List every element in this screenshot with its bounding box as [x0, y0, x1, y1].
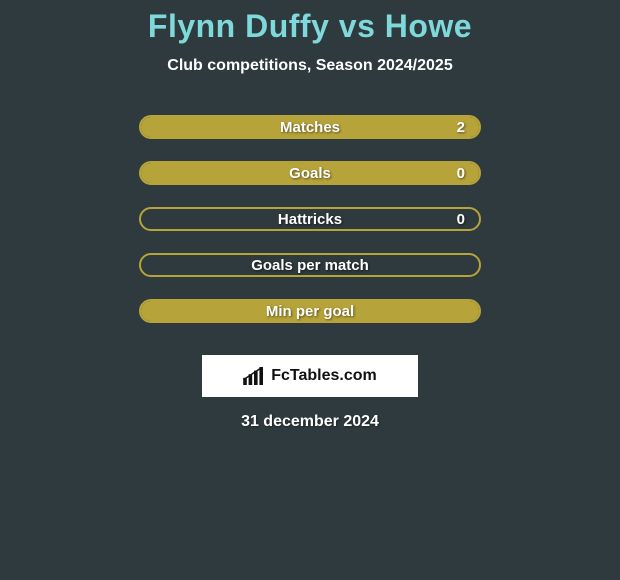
stat-row: Hattricks 0 [139, 207, 481, 231]
stat-value: 0 [457, 165, 465, 182]
stat-bar: Min per goal [139, 299, 481, 323]
stat-value: 2 [457, 119, 465, 136]
footer-date: 31 december 2024 [241, 413, 379, 431]
stat-row: Goals per match [139, 253, 481, 277]
stat-label: Matches [280, 119, 340, 136]
stats-container: Matches 2 Goals 0 Hattricks 0 Goals per match M… [139, 115, 481, 345]
page-subtitle: Club competitions, Season 2024/2025 [167, 57, 452, 75]
fctables-icon [243, 367, 265, 385]
stat-label: Goals per match [251, 257, 369, 274]
logo-box[interactable]: FcTables.com [202, 355, 418, 397]
logo-text: FcTables.com [271, 367, 377, 385]
stat-row: Goals 0 [139, 161, 481, 185]
stat-bar: Matches 2 [139, 115, 481, 139]
stat-value: 0 [457, 211, 465, 228]
stat-row: Matches 2 [139, 115, 481, 139]
stat-label: Min per goal [266, 303, 354, 320]
stat-bar: Goals 0 [139, 161, 481, 185]
stat-label: Goals [289, 165, 331, 182]
stat-row: Min per goal [139, 299, 481, 323]
stat-bar: Hattricks 0 [139, 207, 481, 231]
stat-label: Hattricks [278, 211, 342, 228]
page-title: Flynn Duffy vs Howe [148, 8, 472, 45]
stat-bar: Goals per match [139, 253, 481, 277]
